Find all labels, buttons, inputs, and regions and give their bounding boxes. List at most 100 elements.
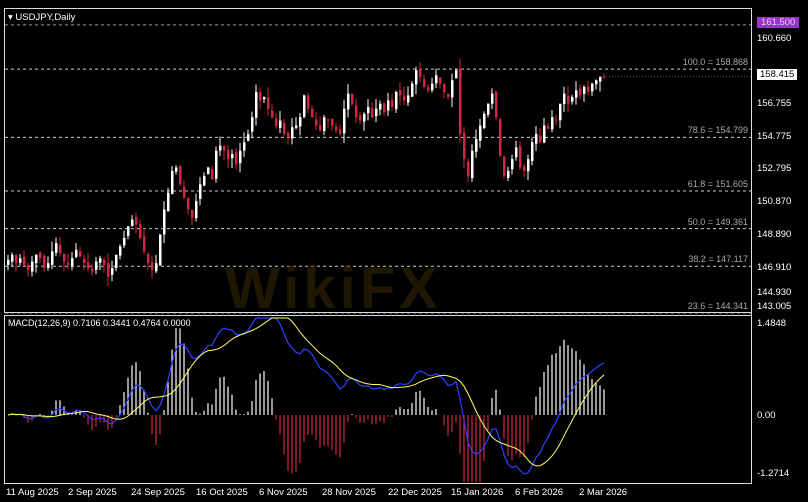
candle-body xyxy=(435,75,438,84)
candle-body xyxy=(499,119,502,156)
chart-title: ▾ USDJPY,Daily xyxy=(8,12,75,23)
fib-level-label: 23.6 = 144.341 xyxy=(687,300,748,311)
candle-body xyxy=(387,100,390,111)
candle-body xyxy=(379,103,382,110)
candle-body xyxy=(331,118,334,126)
date-tick: 16 Oct 2025 xyxy=(196,487,248,498)
candle-body xyxy=(559,103,562,121)
candle-body xyxy=(87,262,90,269)
candle-body xyxy=(35,254,38,264)
candle-body xyxy=(423,79,426,87)
candle-body xyxy=(315,119,318,126)
candle-body xyxy=(215,150,218,179)
candle-body xyxy=(483,113,486,129)
candle-body xyxy=(119,246,122,256)
candle-body xyxy=(47,263,50,268)
candle-body xyxy=(311,108,314,118)
candle-body xyxy=(171,170,174,194)
date-tick: 22 Dec 2025 xyxy=(388,487,442,498)
candle-body xyxy=(579,88,582,96)
candle-body xyxy=(79,251,82,257)
candle-body xyxy=(191,209,194,218)
candle-body xyxy=(475,139,478,152)
candle-body xyxy=(235,152,238,165)
candle-body xyxy=(535,133,538,144)
candle-body xyxy=(371,108,374,118)
candle-body xyxy=(359,114,362,121)
macd-tick: -1.2714 xyxy=(757,468,790,479)
candle-body xyxy=(583,86,586,94)
candle-body xyxy=(155,263,158,272)
candle-body xyxy=(363,113,366,122)
candle-body xyxy=(487,103,490,115)
candle-body xyxy=(431,83,434,91)
candle-body xyxy=(531,142,534,162)
candle-body xyxy=(343,108,346,134)
candle-body xyxy=(295,125,298,128)
candle-body xyxy=(587,86,590,93)
candle-body xyxy=(571,97,574,102)
candle-body xyxy=(243,142,246,151)
date-tick: 6 Feb 2026 xyxy=(515,487,564,498)
price-tick: 146.910 xyxy=(757,262,792,273)
candle-body xyxy=(495,91,498,118)
candle-body xyxy=(187,198,190,210)
price-tick: 154.775 xyxy=(757,131,792,142)
collapse-triangle-icon[interactable]: ▾ xyxy=(8,12,13,23)
candle-body xyxy=(175,167,178,172)
candle-body xyxy=(91,268,94,272)
candle-body xyxy=(503,156,506,176)
candle-body xyxy=(111,268,114,275)
candle-body xyxy=(279,120,282,128)
candle-body xyxy=(83,258,86,264)
candle-body xyxy=(367,107,370,114)
candle-body xyxy=(511,159,514,170)
candle-body xyxy=(67,262,70,265)
candle-body xyxy=(115,254,118,268)
candle-body xyxy=(303,95,306,117)
fib-level-label: 100.0 = 158.868 xyxy=(682,57,748,68)
candle-body xyxy=(283,122,286,134)
candle-body xyxy=(19,258,22,263)
candle-body xyxy=(43,255,46,269)
candle-body xyxy=(287,133,290,138)
symbol-label: USDJPY,Daily xyxy=(15,12,76,23)
candle-body xyxy=(567,95,570,104)
candle-body xyxy=(11,254,14,262)
date-tick: 28 Nov 2025 xyxy=(322,487,376,498)
candle-body xyxy=(299,117,302,127)
candle-body xyxy=(327,119,330,121)
macd-label: MACD(12,26,9) 0.7106 0.3441 0.4764 0.000… xyxy=(8,318,191,328)
candle-body xyxy=(471,150,474,179)
candle-body xyxy=(399,89,402,96)
candle-body xyxy=(575,90,578,98)
macd-tick: 1.4848 xyxy=(757,318,787,329)
date-tick: 6 Nov 2025 xyxy=(259,487,308,498)
candle-body xyxy=(519,146,522,168)
date-tick: 2 Mar 2026 xyxy=(579,487,628,498)
candle-body xyxy=(231,154,234,159)
candle-body xyxy=(319,125,322,131)
candle-body xyxy=(31,261,34,272)
candle-body xyxy=(555,119,558,121)
price-tick: 148.890 xyxy=(757,229,792,240)
candle-body xyxy=(527,159,530,172)
candle-body xyxy=(599,76,602,82)
candle-body xyxy=(335,126,338,131)
candle-body xyxy=(207,167,210,175)
price-tick: 144.930 xyxy=(757,287,792,298)
candle-body xyxy=(347,93,350,110)
date-tick: 11 Aug 2025 xyxy=(6,487,59,498)
candle-body xyxy=(507,170,510,178)
candle-body xyxy=(15,254,18,264)
candle-body xyxy=(455,70,458,79)
candle-body xyxy=(323,117,326,132)
price-tick: 150.870 xyxy=(757,196,792,207)
candle-body xyxy=(271,110,274,118)
candle-body xyxy=(291,127,294,139)
candle-body xyxy=(239,150,242,164)
candle-body xyxy=(595,80,598,85)
candle-body xyxy=(95,261,98,270)
candle-body xyxy=(139,224,142,239)
